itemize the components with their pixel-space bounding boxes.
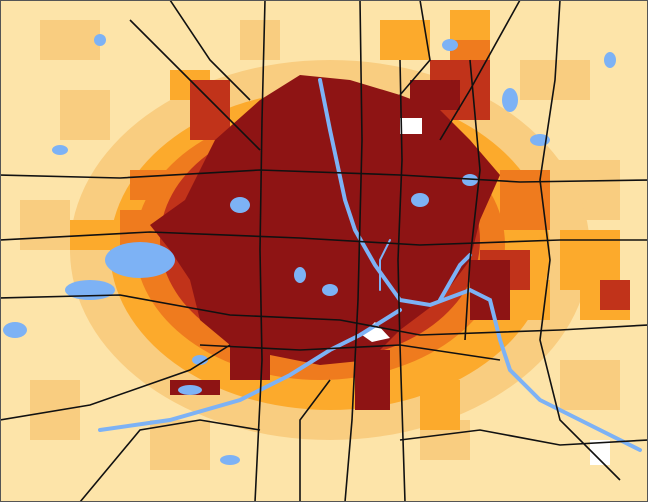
road-shape: [299, 379, 331, 501]
lake-shape: [178, 385, 202, 395]
river-shape: [438, 253, 472, 302]
road-shape: [464, 59, 481, 341]
orange-zone-shape: [380, 20, 430, 60]
red-zone-shape: [190, 80, 230, 140]
road-shape: [169, 1, 251, 101]
light-tan-zone-shape: [60, 90, 110, 140]
road-shape: [344, 1, 363, 501]
lake-shape: [192, 355, 208, 365]
road-shape: [397, 59, 406, 501]
road-shape: [399, 429, 647, 446]
lake-shape: [322, 284, 338, 296]
road-shape: [539, 1, 621, 481]
lake-shape: [411, 193, 429, 207]
light-tan-zone-shape: [150, 420, 210, 470]
unpopulated-area-shape: [400, 118, 422, 134]
lake-shape: [3, 322, 27, 338]
dark-red-core-shape: [150, 75, 500, 365]
road-shape: [254, 1, 266, 501]
river-shape: [98, 308, 402, 432]
light-tan-zone-shape: [240, 20, 280, 60]
lake-shape: [442, 39, 458, 51]
road-shape: [1, 344, 231, 421]
road-shape: [1, 294, 647, 336]
road-shape: [199, 344, 501, 361]
orange-zone-shape: [420, 380, 460, 430]
lake-shape: [65, 280, 115, 300]
lake-shape: [230, 197, 250, 213]
unpopulated-area-shape: [362, 322, 390, 342]
lake: [3, 34, 616, 465]
dark-red-core-shape: [410, 80, 460, 110]
river-shape: [318, 78, 642, 452]
road-shape: [1, 169, 647, 183]
lake-shape: [105, 242, 175, 278]
dark-orange-zone-shape: [500, 170, 550, 230]
road-shape: [439, 1, 521, 141]
dark-red-core-shape: [470, 260, 510, 320]
road-shape: [79, 419, 261, 501]
river: [98, 78, 642, 452]
light-tan-zone-shape: [20, 200, 70, 250]
unpopulated-area: [362, 118, 610, 465]
lake-shape: [220, 455, 240, 465]
unpopulated-area-shape: [590, 440, 610, 465]
lake-shape: [462, 174, 478, 186]
lake-shape: [52, 145, 68, 155]
lake-shape: [502, 88, 518, 112]
red-zone-shape: [600, 280, 630, 310]
light-tan-zone-shape: [560, 360, 620, 410]
river-shape: [379, 239, 391, 291]
orange-zone-shape: [450, 10, 490, 40]
light-tan-zone-shape: [30, 380, 80, 440]
light-tan-zone-shape: [40, 20, 100, 60]
lake-shape: [94, 34, 106, 46]
lake-shape: [294, 267, 306, 283]
road-shape: [399, 1, 431, 96]
road-shape: [129, 19, 261, 151]
dark-red-core: [150, 75, 510, 410]
lake-shape: [604, 52, 616, 68]
dark-red-core-shape: [355, 350, 390, 410]
